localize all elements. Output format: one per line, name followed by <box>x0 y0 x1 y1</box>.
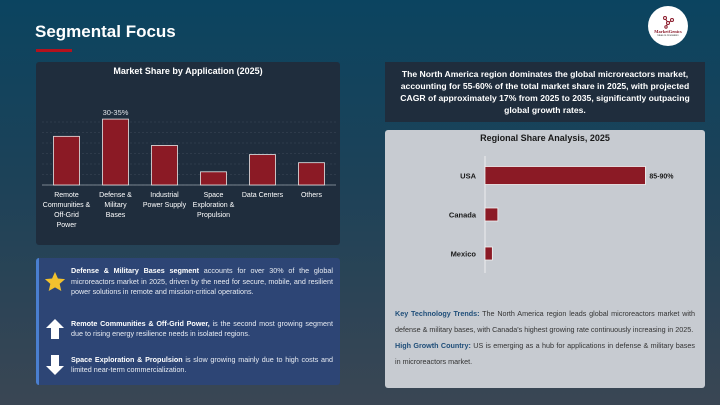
application-bar-chart: Remote Communities & Off-Grid Power 30-35% De… <box>42 108 336 229</box>
tick-label: Industrial <box>150 192 179 199</box>
insight-item: Space Exploration & Propulsion is slow g… <box>39 354 339 376</box>
summary-text: The North America region dominates the g… <box>400 69 690 115</box>
bar <box>484 166 646 185</box>
note-text: The North America region leads global mi… <box>395 309 695 334</box>
arrow-up-icon <box>46 319 64 339</box>
tick-label: Military <box>104 202 127 209</box>
tick-label: Off-Grid <box>54 212 79 219</box>
regional-bar-chart: USA 85-90% Canada Mexico <box>449 156 674 273</box>
regional-chart-title: Regional Share Analysis, 2025 <box>480 133 610 143</box>
notes: Key Technology Trends: The North America… <box>395 306 695 370</box>
bar <box>102 118 129 186</box>
note-text: US is emerging as a hub for applications… <box>395 341 695 366</box>
note-label: Key Technology Trends: <box>395 309 480 318</box>
tick-label: USA <box>460 172 476 181</box>
tick-label: Exploration & <box>193 202 235 209</box>
network-icon <box>663 16 674 29</box>
regional-panel: USA 85-90% Canada Mexico Regional Share Ana… <box>385 130 705 388</box>
insights-panel: Defense & Military Bases segment account… <box>36 258 340 385</box>
chart-title: Market Share by Application (2025) <box>113 66 263 76</box>
page-title: Segmental Focus <box>35 22 176 41</box>
tick-label: Power Supply <box>143 202 187 209</box>
tick-label: Mexico <box>451 250 477 259</box>
insight-bold: Space Exploration & Propulsion <box>71 354 183 364</box>
arrow-down-icon <box>46 355 64 375</box>
tick-label: Remote <box>54 192 79 199</box>
tick-label: Communities & <box>43 202 91 209</box>
bar <box>53 135 80 186</box>
tick-label: Propulsion <box>197 212 230 219</box>
note-key-trends: Key Technology Trends: The North America… <box>395 306 695 338</box>
bar <box>200 171 227 186</box>
bar <box>249 154 276 186</box>
note-high-growth: High Growth Country: US is emerging as a… <box>395 338 695 370</box>
tick-label: Power <box>57 222 78 229</box>
tick-label: Data Centers <box>242 192 284 199</box>
bar <box>298 162 325 186</box>
insight-bold: Remote Communities & Off-Grid Power, <box>71 318 210 328</box>
tick-label: Others <box>301 192 323 199</box>
insight-text: is the second most growing segment due t… <box>71 318 334 339</box>
data-label: 85-90% <box>649 174 674 181</box>
note-label: High Growth Country: <box>395 341 471 350</box>
bar <box>151 145 178 186</box>
insight-item: Remote Communities & Off-Grid Power, is … <box>39 318 339 340</box>
tick-label: Defense & <box>99 192 132 199</box>
logo-text: MarketGenics <box>654 29 682 34</box>
insight-item: Defense & Military Bases segment account… <box>39 266 339 298</box>
logo-tagline: Ideas to Innovation <box>657 34 679 37</box>
insight-bold: Defense & Military Bases segment <box>71 266 200 275</box>
summary-box: The North America region dominates the g… <box>385 62 705 122</box>
insight-text: accounts for over 30% of the global micr… <box>71 266 334 296</box>
title-underline <box>36 49 72 52</box>
insight-text: is slow growing mainly due to high costs… <box>71 354 333 375</box>
bar <box>484 207 499 222</box>
bar <box>484 246 493 261</box>
tick-label: Canada <box>449 211 477 220</box>
star-icon <box>44 271 66 291</box>
data-label: 30-35% <box>103 108 129 117</box>
logo: MarketGenics Ideas to Innovation <box>648 6 688 46</box>
tick-label: Space <box>204 192 224 199</box>
tick-label: Bases <box>106 212 126 219</box>
application-chart-panel: Remote Communities & Off-Grid Power 30-35% De… <box>36 62 340 245</box>
